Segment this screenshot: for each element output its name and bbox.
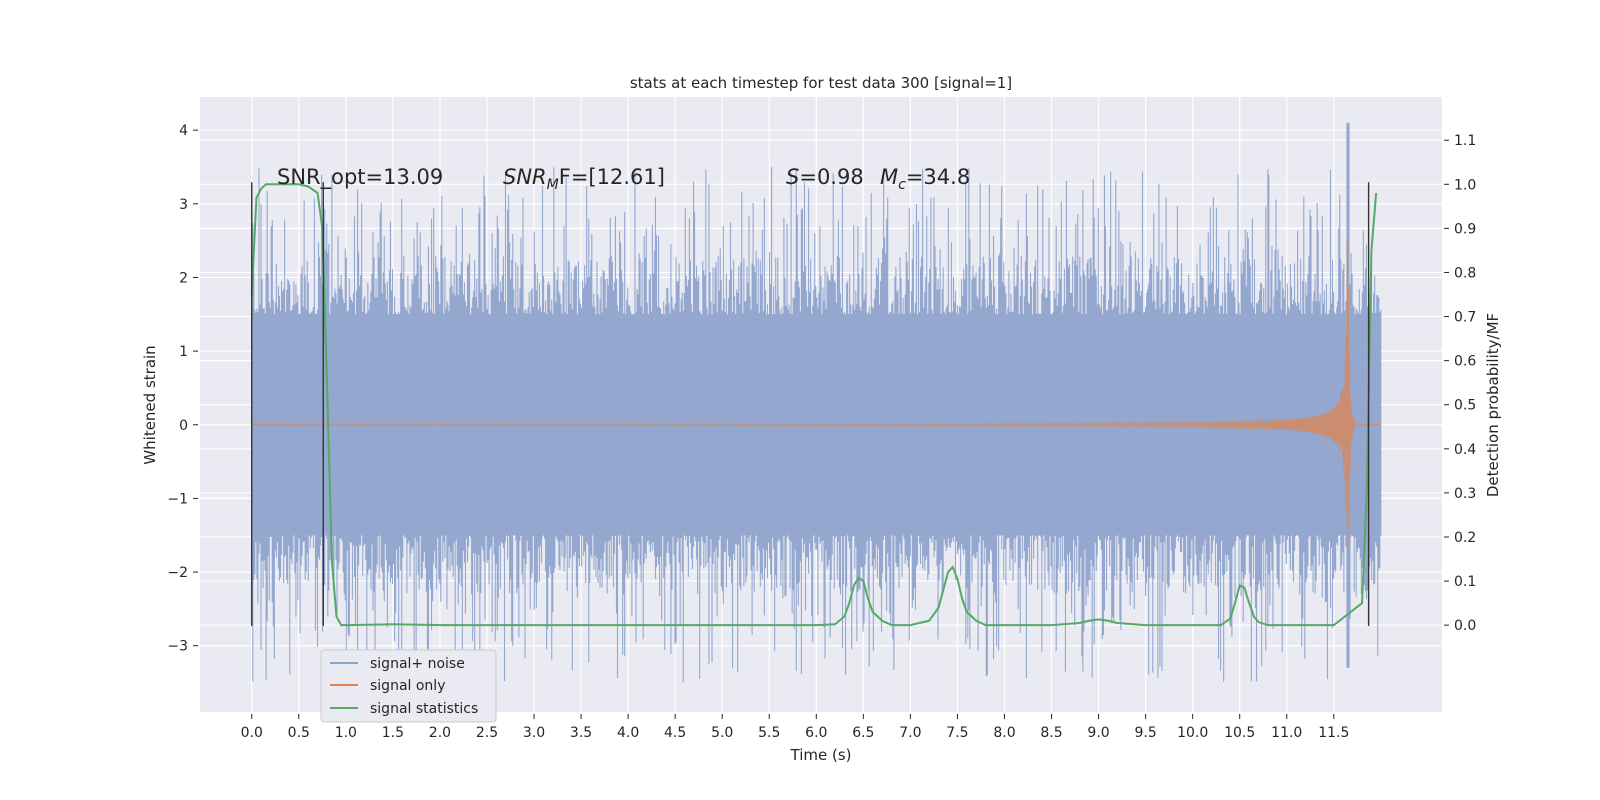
- annotation-s: S=0.98: [786, 165, 864, 189]
- annotation-s-value: =0.98: [799, 165, 863, 189]
- x-tick-label: 7.5: [946, 725, 968, 741]
- x-tick-label: 11.5: [1318, 725, 1349, 741]
- x-tick-label: 4.0: [617, 725, 639, 741]
- legend-box: [320, 649, 497, 723]
- x-tick-label: 0.0: [241, 725, 263, 741]
- x-tick-label: 10.0: [1177, 725, 1208, 741]
- legend-label-statistics: signal statistics: [370, 701, 478, 717]
- y-tick-label: 1: [179, 344, 188, 360]
- y-tick-label: 2: [179, 270, 188, 286]
- annotation-mc-subscript: c: [898, 177, 906, 193]
- x-tick-label: 4.5: [664, 725, 686, 741]
- x-tick-label: 7.0: [899, 725, 921, 741]
- y2-tick-label: 1.0: [1454, 177, 1476, 193]
- y-tick-label: 0: [179, 418, 188, 434]
- annotation-snr-mf-value: F=[12.61]: [559, 165, 665, 189]
- legend-label-signal: signal only: [370, 678, 445, 694]
- annotation-mc-value: =34.8: [906, 165, 970, 189]
- y2-tick-label: 0.0: [1454, 618, 1476, 634]
- x-tick-label: 3.5: [570, 725, 592, 741]
- x-tick-label: 1.5: [382, 725, 404, 741]
- x-axis-label: Time (s): [790, 746, 852, 764]
- y-tick-label: 4: [179, 123, 188, 139]
- x-tick-label: 8.0: [993, 725, 1015, 741]
- x-tick-label: 2.5: [476, 725, 498, 741]
- y2-tick-label: 0.7: [1454, 310, 1476, 326]
- x-tick-label: 2.0: [429, 725, 451, 741]
- x-tick-label: 11.0: [1271, 725, 1302, 741]
- y2-tick-label: 0.8: [1454, 265, 1476, 281]
- annotation-mc: Mc=34.8: [880, 165, 970, 193]
- axes: 0.0 0.5 1.0 1.5 2.0 2.5 3.0 3.5 4.0 4.5 5.0 5.5 6.0 6…: [167, 123, 1476, 741]
- y2-tick-label: 0.2: [1454, 530, 1476, 546]
- x-tick-label: 9.0: [1087, 725, 1109, 741]
- annotation-mc-symbol: M: [880, 165, 898, 189]
- x-tick-label: 0.5: [288, 725, 310, 741]
- chart-title: stats at each timestep for test data 300…: [630, 74, 1012, 92]
- y2-tick-label: 0.3: [1454, 486, 1476, 502]
- series-signal-only: [251, 239, 1381, 550]
- annotation-snr-mf-symbol: SNR: [503, 165, 547, 189]
- legend: signal+ noise signal only signal statist…: [320, 649, 497, 723]
- y-tick-label: −2: [167, 565, 188, 581]
- y2-tick-label: 0.9: [1454, 221, 1476, 237]
- x-tick-label: 5.0: [711, 725, 733, 741]
- x-tick-label: 10.5: [1224, 725, 1255, 741]
- annotation-s-symbol: S: [786, 165, 799, 189]
- y-tick-label: −1: [167, 491, 188, 507]
- series-signal-statistics: [250, 183, 1378, 627]
- y-tick-label: −3: [167, 639, 188, 655]
- y2-tick-label: 0.5: [1454, 398, 1476, 414]
- y-tick-label: 3: [179, 197, 188, 213]
- y-axis-label: Whitened strain: [141, 345, 159, 464]
- x-tick-label: 1.0: [335, 725, 357, 741]
- annotation-snr-mf: SNRMF=[12.61]: [503, 165, 665, 193]
- segment-markers: [251, 182, 1370, 627]
- annotation-snr-opt: SNR_opt=13.09: [277, 165, 443, 190]
- annotation-snr-mf-subscript: M: [547, 177, 559, 193]
- legend-label-noise: signal+ noise: [370, 656, 465, 672]
- y2-tick-label: 0.4: [1454, 442, 1476, 458]
- x-tick-label: 3.0: [523, 725, 545, 741]
- x-tick-label: 9.5: [1134, 725, 1156, 741]
- x-tick-label: 8.5: [1040, 725, 1062, 741]
- x-tick-label: 5.5: [758, 725, 780, 741]
- x-tick-label: 6.0: [805, 725, 827, 741]
- y2-tick-label: 0.1: [1454, 574, 1476, 590]
- y2-axis-label: Detection probability/MF: [1484, 313, 1502, 497]
- series-layer: [250, 122, 1382, 683]
- y2-tick-label: 0.6: [1454, 354, 1476, 370]
- x-tick-label: 6.5: [852, 725, 874, 741]
- y2-tick-label: 1.1: [1454, 133, 1476, 149]
